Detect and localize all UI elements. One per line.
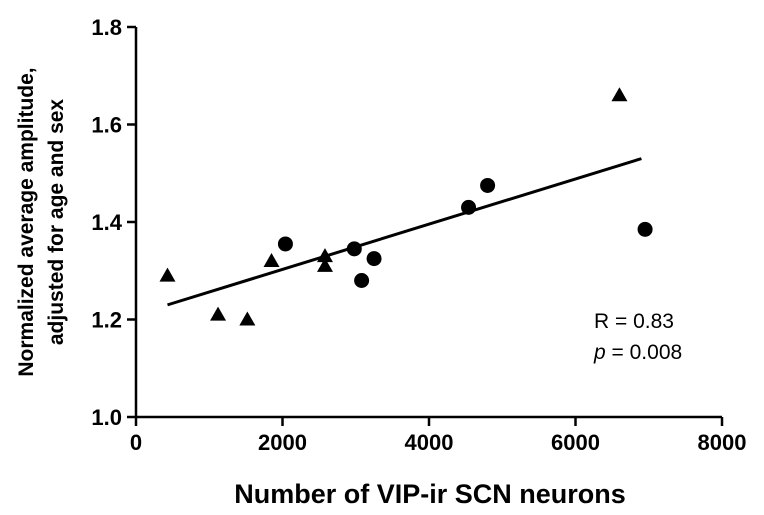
y-tick-label: 1.6 xyxy=(91,113,122,138)
x-tick-label: 0 xyxy=(130,430,142,455)
x-ticks: 0 2000 4000 6000 8000 xyxy=(130,417,747,455)
circle-point xyxy=(637,221,653,237)
circle-point xyxy=(480,177,496,193)
data-points xyxy=(159,87,653,326)
y-tick-label: 1.4 xyxy=(91,210,122,235)
triangle-point xyxy=(239,311,256,326)
circle-point xyxy=(461,199,477,215)
y-axis-title-line1: Normalized average amplitude, xyxy=(15,67,38,376)
y-axis-title: Normalized average amplitude, adjusted f… xyxy=(15,67,68,376)
x-tick-label: 4000 xyxy=(405,430,454,455)
y-ticks: 1.0 1.2 1.4 1.6 1.8 xyxy=(91,15,136,430)
y-tick-label: 1.2 xyxy=(91,308,122,333)
triangle-point xyxy=(210,306,227,321)
circle-point xyxy=(354,273,370,288)
regression-line xyxy=(167,157,642,307)
p-label: p xyxy=(593,341,606,364)
x-axis-title: Number of VIP-ir SCN neurons xyxy=(234,479,626,509)
triangle-point xyxy=(316,248,333,263)
x-tick-label: 8000 xyxy=(698,430,747,455)
p-annotation: p = 0.008 xyxy=(593,341,682,364)
triangle-point xyxy=(611,87,628,102)
x-tick-label: 2000 xyxy=(258,430,307,455)
y-tick-label: 1.0 xyxy=(91,405,122,430)
circle-point xyxy=(346,241,362,257)
circle-point xyxy=(277,236,293,252)
x-tick-label: 6000 xyxy=(551,430,600,455)
y-axis-title-line2: adjusted for age and sex xyxy=(45,99,68,346)
regression xyxy=(167,157,642,307)
triangle-point xyxy=(159,267,176,282)
p-value: = 0.008 xyxy=(606,341,682,364)
triangle-point xyxy=(316,257,333,272)
triangle-point xyxy=(263,253,280,267)
y-tick-label: 1.8 xyxy=(91,15,122,40)
r-annotation: R = 0.83 xyxy=(594,310,674,333)
circle-point xyxy=(366,251,382,267)
